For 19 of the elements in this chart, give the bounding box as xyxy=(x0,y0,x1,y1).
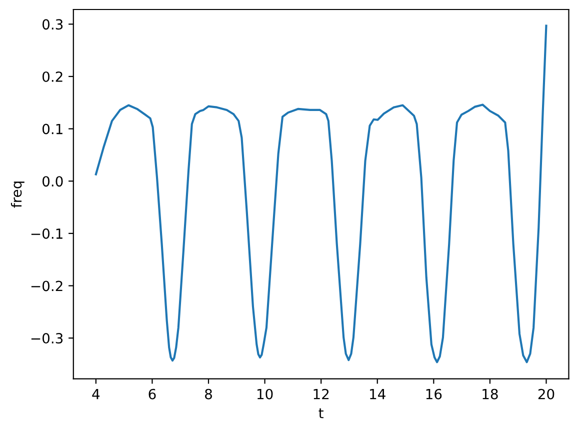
y-tick-label: −0.2 xyxy=(31,280,62,292)
line-series xyxy=(94,24,548,364)
x-tick-label: 14 xyxy=(370,389,386,400)
x-tick-label: 6 xyxy=(148,388,156,400)
x-tick-label: 12 xyxy=(314,388,329,400)
x-tick-label: 16 xyxy=(426,388,442,400)
x-tick-label: 8 xyxy=(205,388,212,400)
x-tick-label: 4 xyxy=(92,389,100,400)
y-tick-label: −0.3 xyxy=(31,333,63,344)
y-tick-label: 0.2 xyxy=(42,71,62,82)
y-tick-label: −0.1 xyxy=(31,228,62,239)
y-tick-label: 0.1 xyxy=(42,124,62,134)
y-axis-title: freq xyxy=(10,182,24,208)
x-tick-label: 20 xyxy=(538,388,554,400)
y-tick-label: 0.0 xyxy=(42,176,63,187)
y-tick-label: 0.3 xyxy=(42,19,63,30)
x-tick-label: 18 xyxy=(482,388,498,400)
x-axis-title: t xyxy=(318,408,324,418)
x-tick-label: 10 xyxy=(257,388,273,400)
